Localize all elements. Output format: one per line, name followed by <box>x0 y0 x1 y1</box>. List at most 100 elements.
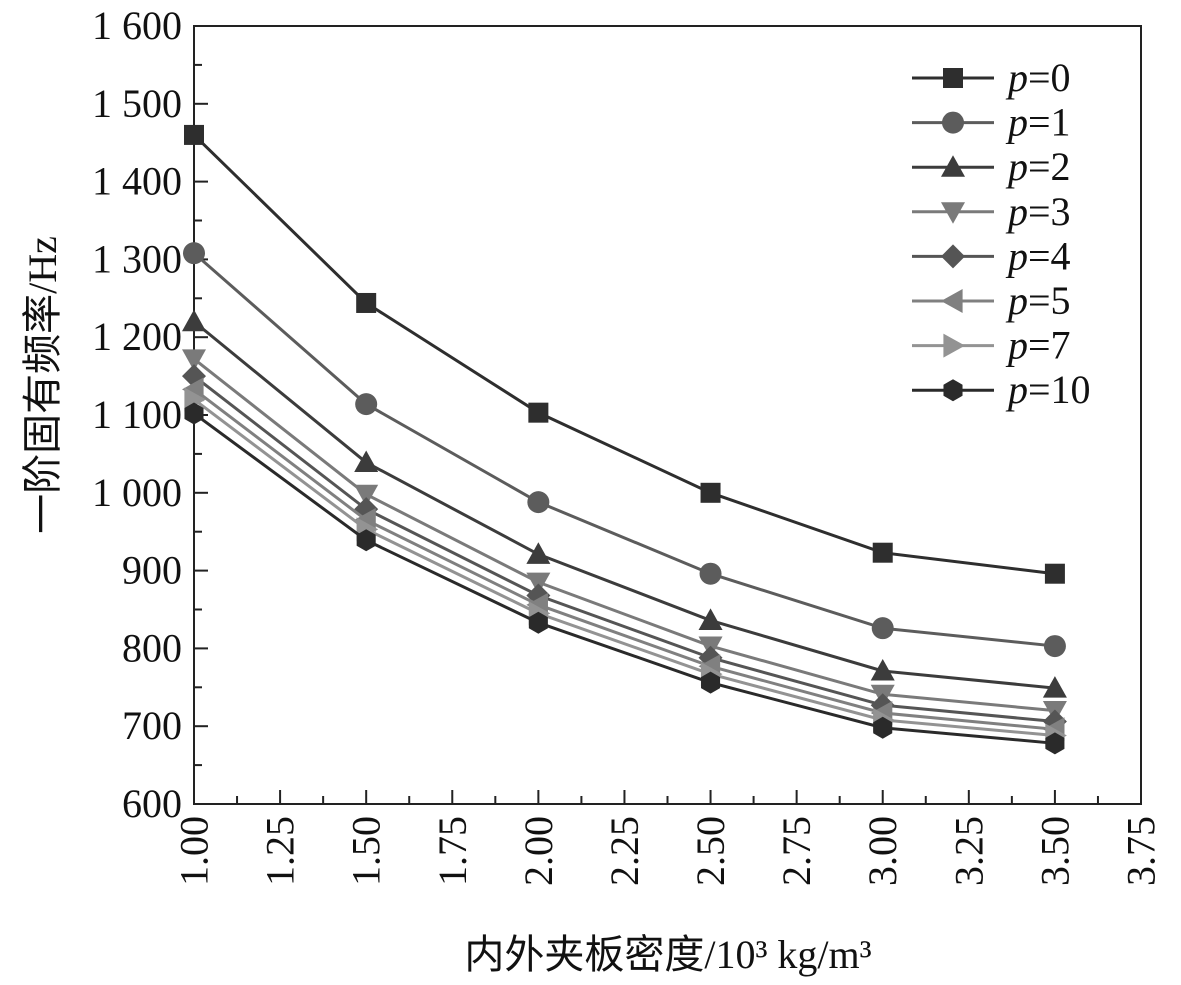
legend: p=0p=1p=2p=3p=4p=5p=7p=10 <box>912 55 1091 412</box>
legend-marker <box>943 379 963 402</box>
y-tick-label: 700 <box>122 703 182 748</box>
series-3 <box>182 349 1067 723</box>
series-line <box>193 398 1056 738</box>
legend-entry: p=2 <box>912 144 1071 189</box>
data-point <box>873 716 893 739</box>
data-point <box>1045 732 1065 755</box>
legend-label: p=2 <box>1005 144 1071 189</box>
legend-label: p=3 <box>1005 189 1071 234</box>
legend-label-value: =5 <box>1028 278 1071 323</box>
series-7 <box>184 402 1065 755</box>
x-tick-label: 1.50 <box>344 816 389 886</box>
data-point <box>699 562 722 585</box>
series-6 <box>184 387 1067 748</box>
legend-marker <box>941 202 965 224</box>
series-line <box>192 133 1056 576</box>
legend-label-value: =0 <box>1028 55 1071 100</box>
series-1 <box>183 242 1066 658</box>
series-line <box>193 374 1056 724</box>
legend-marker <box>943 68 963 88</box>
y-tick-label: 900 <box>122 548 182 593</box>
data-point <box>1043 635 1066 658</box>
legend-marker <box>943 333 965 358</box>
data-point <box>354 484 379 507</box>
data-point <box>182 349 206 371</box>
series-line <box>193 252 1056 648</box>
plot-frame <box>193 25 1142 805</box>
y-axis-title: 一阶固有频率/Hz <box>20 236 65 534</box>
x-tick-label: 2.00 <box>516 816 561 886</box>
legend-entry: p=1 <box>912 100 1071 145</box>
legend-label-var: p <box>1005 144 1028 189</box>
x-tick-label: 2.50 <box>688 816 733 886</box>
data-point <box>354 450 379 473</box>
y-tick-labels: 600 700 800 900 1 000 1 100 1 200 1 300 1 400 1 5… <box>92 3 182 826</box>
axis-ticks <box>193 25 1142 805</box>
x-tick-label: 1.00 <box>172 816 217 886</box>
data-point <box>870 658 895 681</box>
legend-entry: p=5 <box>912 278 1071 323</box>
data-point <box>356 529 376 552</box>
legend-label-value: =4 <box>1028 233 1071 278</box>
legend-marker <box>942 111 964 134</box>
legend-entry: p=10 <box>912 367 1091 412</box>
data-point <box>700 482 721 503</box>
data-point <box>184 124 204 145</box>
y-tick-label: 1 200 <box>92 314 182 359</box>
data-point <box>183 242 205 265</box>
legend-entry: p=0 <box>912 55 1071 100</box>
y-tick-label: 1 600 <box>92 3 182 48</box>
legend-label-var: p <box>1005 233 1028 278</box>
data-point <box>355 393 378 416</box>
data-point <box>1042 676 1067 698</box>
legend-label-value: =2 <box>1028 144 1071 189</box>
y-tick-label: 1 100 <box>92 392 182 437</box>
legend-label: p=1 <box>1005 100 1071 145</box>
data-point <box>184 402 204 425</box>
x-tick-label: 2.75 <box>774 816 819 886</box>
data-point <box>872 542 893 563</box>
y-tick-label: 1 500 <box>92 81 182 126</box>
legend-marker <box>941 244 965 269</box>
series-line <box>193 357 1056 713</box>
x-tick-label: 1.25 <box>258 816 303 886</box>
legend-label: p=10 <box>1005 367 1091 412</box>
legend-label-var: p <box>1005 323 1028 368</box>
legend-entry: p=7 <box>912 323 1071 368</box>
data-point <box>528 611 548 634</box>
legend-label-value: =1 <box>1028 100 1071 145</box>
legend-marker <box>941 289 963 313</box>
data-point <box>871 617 894 640</box>
legend-marker <box>941 155 965 177</box>
data-point <box>1044 563 1065 584</box>
data-point <box>356 292 377 313</box>
legend-label-var: p <box>1005 55 1028 100</box>
legend-entry: p=3 <box>912 189 1071 234</box>
x-tick-label: 3.00 <box>860 816 905 886</box>
data-point <box>698 608 723 630</box>
data-point <box>528 402 549 423</box>
x-tick-labels: 1.00 1.25 1.50 1.75 2.00 2.25 2.50 2.75 3.00 3.25… <box>172 816 1164 886</box>
x-tick-label: 3.75 <box>1119 816 1164 886</box>
legend-label: p=7 <box>1005 323 1071 368</box>
y-tick-label: 1 000 <box>92 470 182 515</box>
legend-label-value: =10 <box>1028 367 1091 412</box>
y-tick-label: 1 300 <box>92 236 182 281</box>
series-line <box>193 412 1056 745</box>
series-line <box>193 320 1056 690</box>
data-point <box>527 491 550 514</box>
series-2 <box>182 309 1067 698</box>
legend-label: p=0 <box>1005 55 1071 100</box>
x-tick-label: 2.25 <box>602 816 647 886</box>
x-tick-label: 3.50 <box>1032 816 1077 886</box>
y-tick-label: 800 <box>122 625 182 670</box>
series-layer <box>182 124 1067 755</box>
legend-label-var: p <box>1005 278 1028 323</box>
legend-label-value: =3 <box>1028 189 1071 234</box>
data-point <box>526 542 551 564</box>
legend-label: p=4 <box>1005 233 1071 278</box>
data-point <box>701 671 721 694</box>
legend-entry: p=4 <box>912 233 1071 278</box>
series-line <box>193 388 1056 731</box>
